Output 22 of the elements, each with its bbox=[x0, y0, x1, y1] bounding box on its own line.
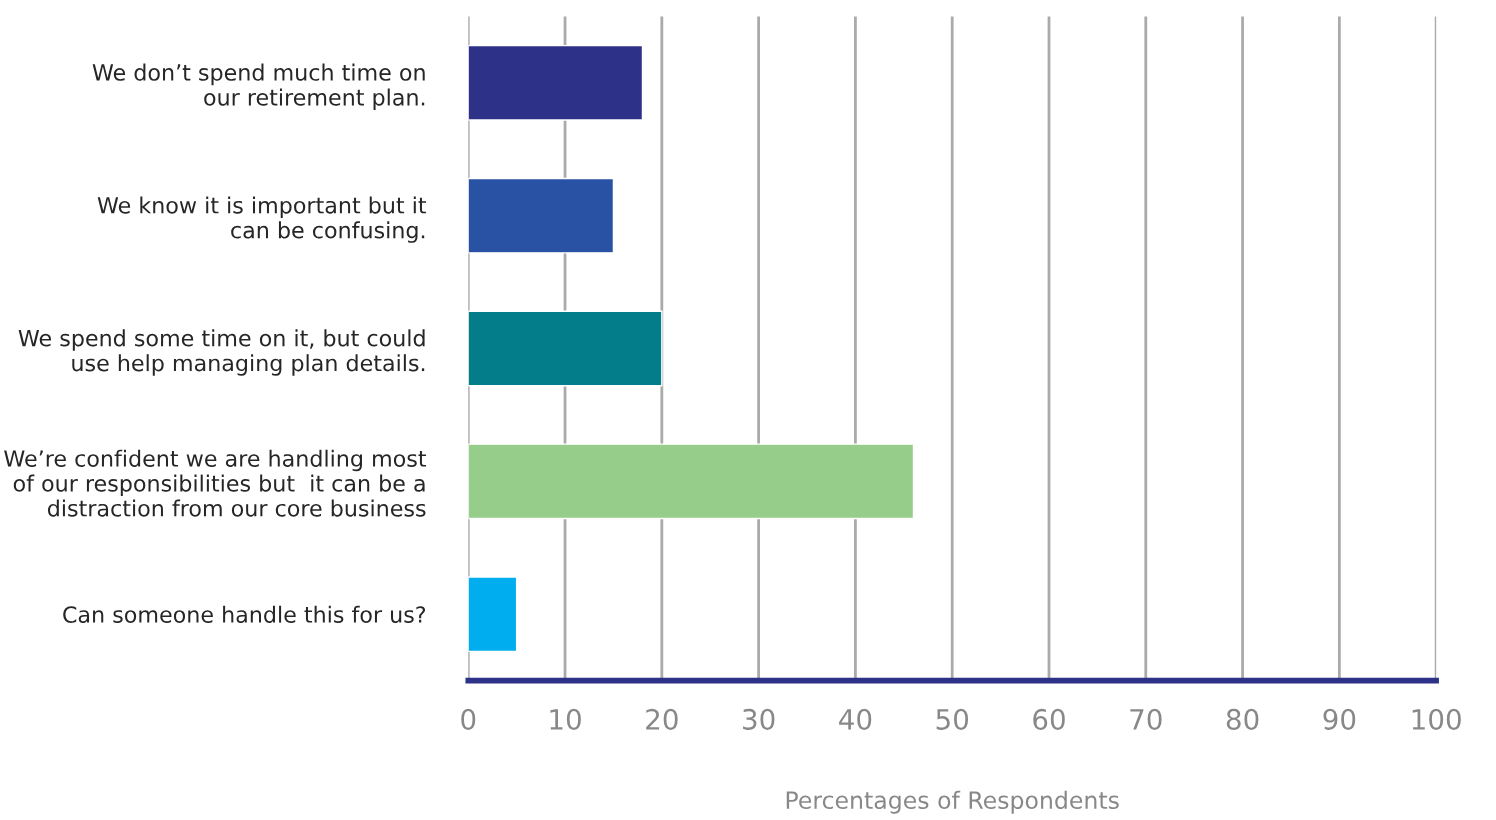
x-tick-label: 20 bbox=[646, 708, 678, 730]
x-tick-label: 60 bbox=[1033, 708, 1065, 730]
x-tick-label: 90 bbox=[1323, 708, 1356, 730]
x-tick-label: 100 bbox=[1412, 708, 1461, 730]
x-tick-label: 10 bbox=[550, 708, 581, 730]
x-tick-label: 30 bbox=[743, 708, 775, 730]
x-tick-label: 50 bbox=[936, 708, 969, 730]
y-tick-label: We don’t spend much time on our retirement plan. bbox=[92, 63, 425, 111]
x-tick-label: 80 bbox=[1226, 708, 1259, 730]
bar bbox=[468, 310, 663, 387]
x-tick-label: 70 bbox=[1130, 708, 1162, 730]
y-tick-label: We know it is important but it can be confusing. bbox=[97, 196, 427, 243]
y-tick-label: We spend some time on it, but could use help managing plan details. bbox=[18, 329, 425, 376]
bar bbox=[468, 576, 518, 653]
bar bbox=[468, 443, 915, 520]
y-tick-label: We’re confident we are handling most of our responsibilities but it can be a distraction from our core business bbox=[4, 449, 427, 517]
x-tick-label: 0 bbox=[461, 708, 476, 730]
bar bbox=[468, 177, 615, 254]
x-tick-label: 40 bbox=[839, 708, 872, 730]
x-axis-title: Percentages of Respondents bbox=[786, 790, 1119, 814]
y-tick-label: Can someone handle this for us? bbox=[63, 605, 426, 623]
bar bbox=[468, 44, 644, 121]
